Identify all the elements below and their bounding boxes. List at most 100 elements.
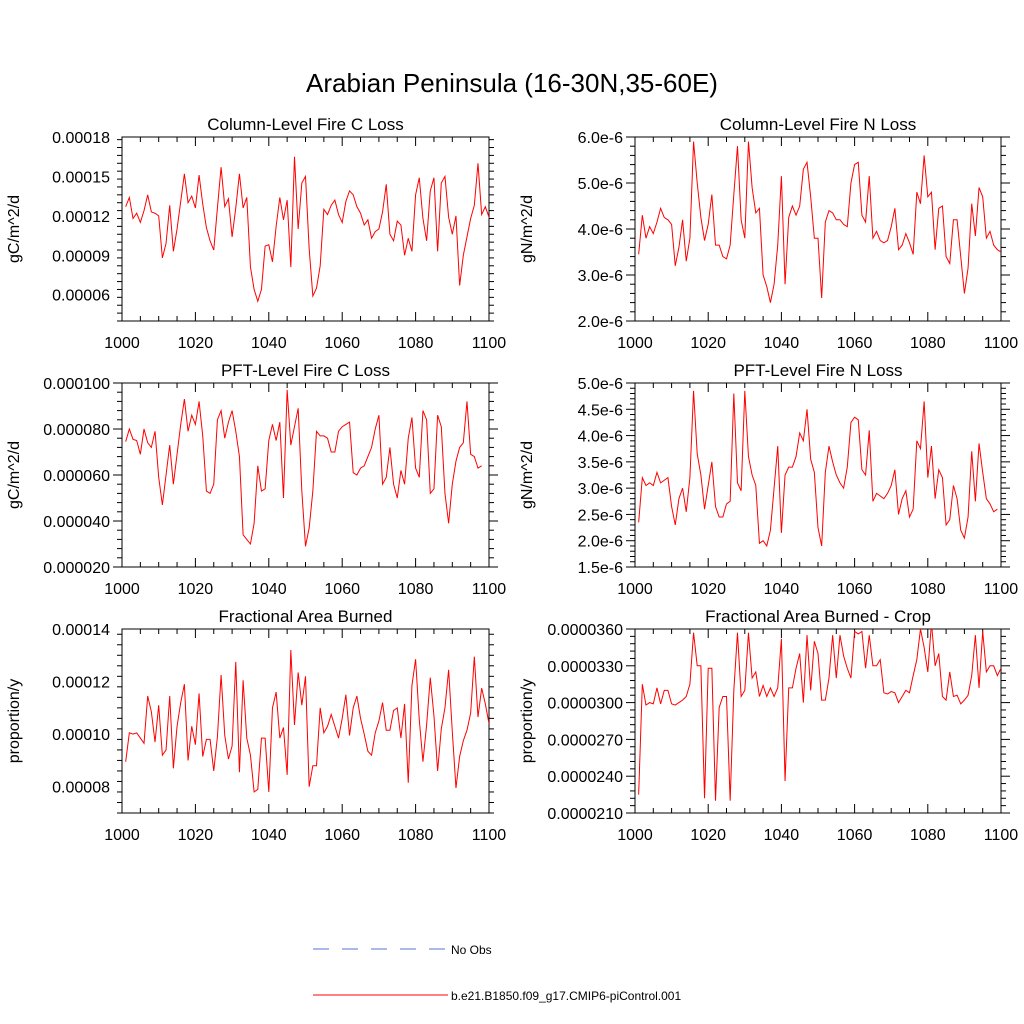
y-tick-label: 0.00012: [52, 675, 110, 692]
y-tick-label: 2.0e-6: [578, 534, 623, 551]
panel-fractional-area-burned-crop: Fractional Area Burned - Crop proportion/…: [519, 607, 1018, 844]
x-tick-label: 1060: [837, 827, 873, 844]
y-tick-label: 0.00009: [52, 248, 110, 265]
y-tick-label: 3.0e-6: [578, 268, 623, 285]
y-tick-label: 0.0000210: [547, 806, 623, 823]
y-tick-label: 4.0e-6: [578, 222, 623, 239]
x-tick-label: 1080: [398, 581, 434, 598]
y-tick-label: 0.000040: [43, 514, 110, 531]
y-tick-label: 0.0000270: [547, 732, 623, 749]
y-axis-label: proportion/y: [6, 679, 23, 764]
panel-column-level-fire-c-loss: Column-Level Fire C Loss gC/m^2/d 1000 1020…: [6, 115, 506, 352]
legend-no-obs-label: No Obs: [451, 943, 492, 957]
x-tick-label: 1000: [104, 827, 140, 844]
x-tick-label: 1080: [910, 827, 946, 844]
panel-fractional-area-burned: Fractional Area Burned proportion/y 1000 10…: [6, 607, 506, 844]
y-axis-label: gC/m^2/d: [6, 441, 23, 509]
panel-title: PFT-Level Fire N Loss: [733, 361, 902, 380]
x-tick-label: 1100: [984, 335, 1019, 352]
x-tick-label: 1100: [472, 335, 507, 352]
x-tick-label: 1040: [764, 827, 800, 844]
y-tick-label: 0.0000300: [547, 696, 623, 713]
x-tick-label: 1000: [104, 335, 140, 352]
y-tick-label: 2.5e-6: [578, 507, 623, 524]
y-tick-label: 4.5e-6: [578, 402, 623, 419]
x-tick-label: 1100: [472, 581, 507, 598]
panels-container: Column-Level Fire C Loss gC/m^2/d 1000 1020…: [6, 115, 1018, 844]
x-tick-label: 1020: [690, 335, 726, 352]
x-tick-label: 1000: [617, 827, 653, 844]
y-tick-label: 0.0000330: [547, 659, 623, 676]
x-tick-label: 1000: [617, 335, 653, 352]
x-tick-label: 1060: [324, 581, 360, 598]
panel-title: Fractional Area Burned - Crop: [705, 607, 931, 626]
x-tick-label: 1040: [764, 581, 800, 598]
panel-title: Column-Level Fire N Loss: [720, 115, 917, 134]
y-tick-label: 6.0e-6: [578, 130, 623, 147]
y-tick-label: 0.00008: [52, 780, 110, 797]
legend-model-label: b.e21.B1850.f09_g17.CMIP6-piControl.001: [451, 989, 681, 1003]
y-tick-label: 0.00010: [52, 727, 110, 744]
y-axis-label: gN/m^2/d: [519, 195, 536, 263]
x-tick-label: 1020: [690, 581, 726, 598]
y-tick-label: 0.00006: [52, 288, 110, 305]
x-tick-label: 1000: [617, 581, 653, 598]
y-axis-label: proportion/y: [519, 679, 536, 764]
x-tick-label: 1020: [178, 335, 214, 352]
y-tick-label: 0.00015: [52, 169, 110, 186]
y-tick-label: 0.0000360: [547, 622, 623, 639]
y-tick-label: 0.000080: [43, 422, 110, 439]
y-tick-label: 2.0e-6: [578, 314, 623, 331]
x-tick-label: 1020: [178, 581, 214, 598]
y-tick-label: 0.00014: [52, 622, 110, 639]
x-tick-label: 1080: [910, 335, 946, 352]
x-tick-label: 1060: [837, 335, 873, 352]
x-tick-label: 1080: [910, 581, 946, 598]
x-tick-label: 1000: [104, 581, 140, 598]
series-line: [638, 390, 998, 548]
series-line: [638, 141, 1001, 303]
panel-title: Fractional Area Burned: [219, 607, 393, 626]
x-tick-label: 1060: [324, 335, 360, 352]
x-tick-label: 1100: [984, 827, 1019, 844]
x-tick-label: 1080: [398, 827, 434, 844]
y-tick-label: 1.5e-6: [578, 560, 623, 577]
y-axis-label: gC/m^2/d: [6, 195, 23, 263]
x-tick-label: 1100: [472, 827, 507, 844]
panel-pft-level-fire-c-loss: PFT-Level Fire C Loss gC/m^2/d 1000 1020 104…: [6, 361, 506, 598]
legend: No Obs b.e21.B1850.f09_g17.CMIP6-piContr…: [313, 943, 681, 1003]
y-tick-label: 0.00018: [52, 130, 110, 147]
y-tick-label: 4.0e-6: [578, 429, 623, 446]
x-tick-label: 1100: [984, 581, 1019, 598]
x-tick-label: 1040: [764, 335, 800, 352]
y-tick-label: 0.000060: [43, 468, 110, 485]
series-line: [125, 389, 482, 547]
y-tick-label: 0.00012: [52, 209, 110, 226]
y-tick-label: 0.000020: [43, 560, 110, 577]
series-line: [125, 156, 489, 303]
panel-pft-level-fire-n-loss: PFT-Level Fire N Loss gN/m^2/d 1000 1020 104…: [519, 361, 1018, 598]
x-tick-label: 1040: [251, 581, 287, 598]
x-tick-label: 1020: [178, 827, 214, 844]
x-tick-label: 1060: [324, 827, 360, 844]
panel-column-level-fire-n-loss: Column-Level Fire N Loss gN/m^2/d 1000 1020…: [519, 115, 1018, 352]
y-tick-label: 3.5e-6: [578, 455, 623, 472]
y-tick-label: 3.0e-6: [578, 481, 623, 498]
x-tick-label: 1040: [251, 827, 287, 844]
y-tick-label: 5.0e-6: [578, 376, 623, 393]
x-tick-label: 1080: [398, 335, 434, 352]
panel-title: Column-Level Fire C Loss: [207, 115, 404, 134]
y-tick-label: 0.000100: [43, 376, 110, 393]
series-line: [638, 629, 1001, 801]
y-axis-label: gN/m^2/d: [519, 441, 536, 509]
y-tick-label: 5.0e-6: [578, 176, 623, 193]
y-tick-label: 0.0000240: [547, 769, 623, 786]
panel-title: PFT-Level Fire C Loss: [221, 361, 390, 380]
figure-title: Arabian Peninsula (16-30N,35-60E): [306, 68, 718, 98]
x-tick-label: 1020: [690, 827, 726, 844]
x-tick-label: 1060: [837, 581, 873, 598]
x-tick-label: 1040: [251, 335, 287, 352]
series-line: [125, 650, 489, 793]
